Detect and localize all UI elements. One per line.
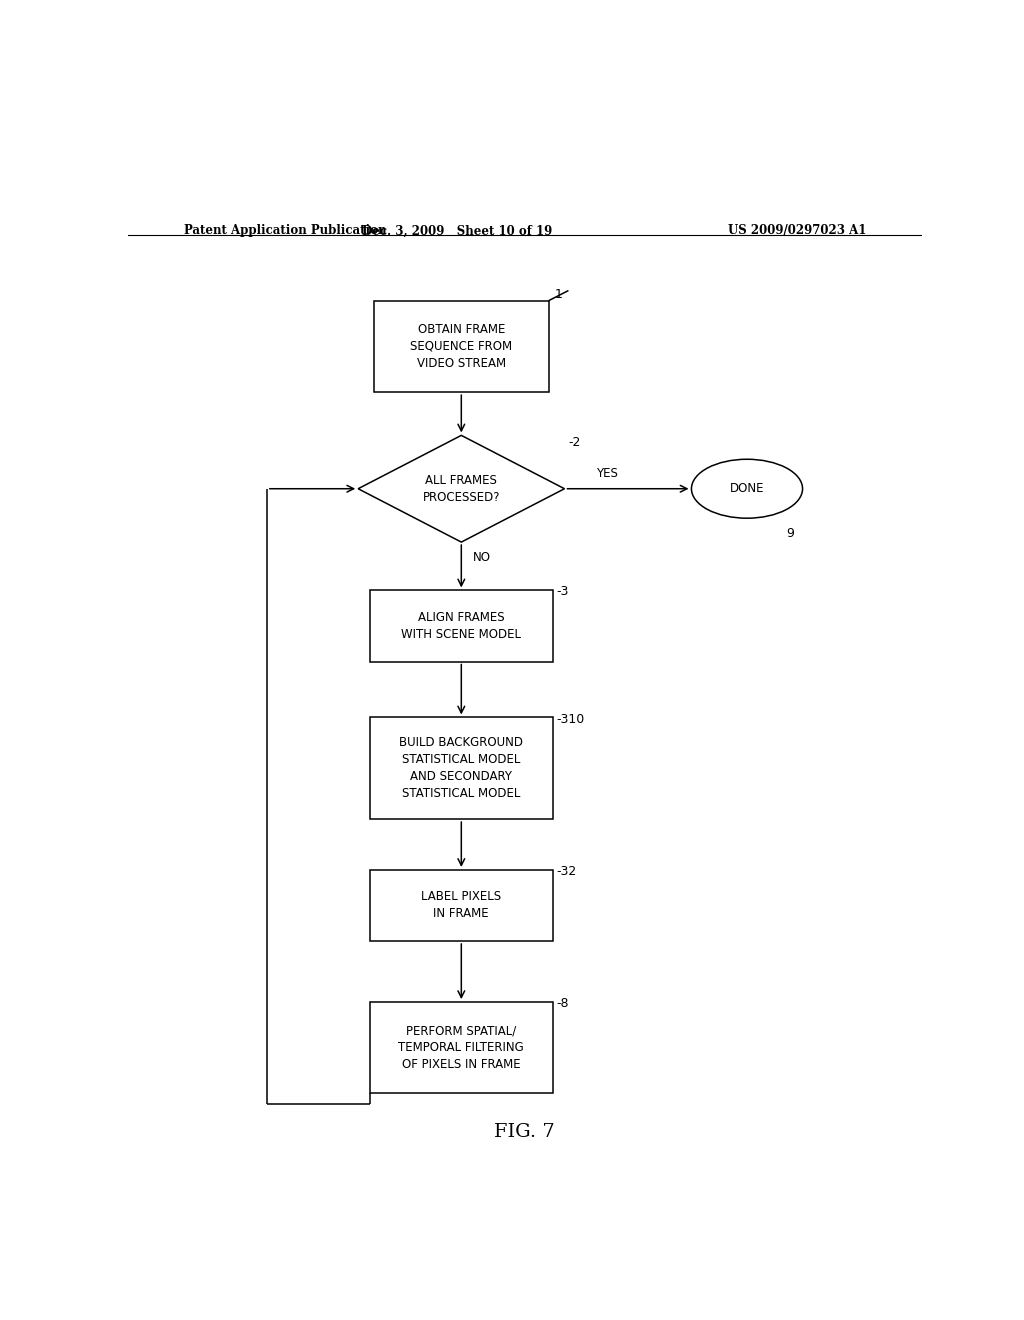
- FancyBboxPatch shape: [370, 718, 553, 818]
- Text: OBTAIN FRAME
SEQUENCE FROM
VIDEO STREAM: OBTAIN FRAME SEQUENCE FROM VIDEO STREAM: [411, 323, 512, 370]
- Text: DONE: DONE: [730, 482, 764, 495]
- Text: 9: 9: [786, 527, 795, 540]
- Text: FIG. 7: FIG. 7: [495, 1123, 555, 1140]
- Text: -310: -310: [557, 713, 585, 726]
- Text: US 2009/0297023 A1: US 2009/0297023 A1: [728, 224, 866, 238]
- Text: PERFORM SPATIAL/
TEMPORAL FILTERING
OF PIXELS IN FRAME: PERFORM SPATIAL/ TEMPORAL FILTERING OF P…: [398, 1024, 524, 1072]
- Text: BUILD BACKGROUND
STATISTICAL MODEL
AND SECONDARY
STATISTICAL MODEL: BUILD BACKGROUND STATISTICAL MODEL AND S…: [399, 737, 523, 800]
- Text: Dec. 3, 2009   Sheet 10 of 19: Dec. 3, 2009 Sheet 10 of 19: [362, 224, 553, 238]
- Ellipse shape: [691, 459, 803, 519]
- Text: -3: -3: [557, 586, 569, 598]
- Text: 1: 1: [555, 288, 563, 301]
- Text: NO: NO: [473, 552, 492, 564]
- Text: ALL FRAMES
PROCESSED?: ALL FRAMES PROCESSED?: [423, 474, 500, 504]
- Text: ALIGN FRAMES
WITH SCENE MODEL: ALIGN FRAMES WITH SCENE MODEL: [401, 611, 521, 642]
- Text: -32: -32: [557, 865, 577, 878]
- Text: Patent Application Publication: Patent Application Publication: [183, 224, 386, 238]
- Text: -8: -8: [557, 997, 569, 1010]
- FancyBboxPatch shape: [374, 301, 549, 392]
- Text: LABEL PIXELS
IN FRAME: LABEL PIXELS IN FRAME: [421, 891, 502, 920]
- FancyBboxPatch shape: [370, 1002, 553, 1093]
- Text: YES: YES: [596, 466, 618, 479]
- FancyBboxPatch shape: [370, 590, 553, 661]
- FancyBboxPatch shape: [370, 870, 553, 941]
- Text: -2: -2: [568, 436, 581, 449]
- Polygon shape: [358, 436, 564, 543]
